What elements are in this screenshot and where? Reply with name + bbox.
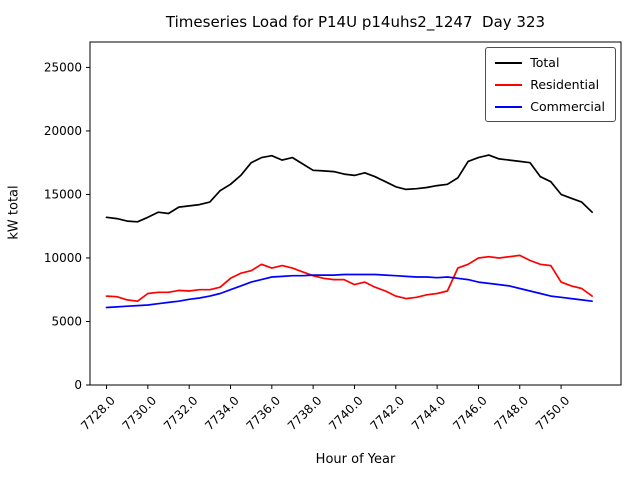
x-axis-tick-label: 7734.0: [202, 393, 242, 433]
y-axis-tick-label: 15000: [44, 187, 82, 201]
legend-line-commercial: [495, 105, 523, 108]
x-axis-label: Hour of Year: [315, 452, 396, 467]
x-axis-tick-label: 7748.0: [492, 393, 532, 433]
y-axis-label: kW total: [6, 185, 22, 240]
series-line-residential: [105, 254, 593, 303]
x-axis-tick-label: 7740.0: [326, 393, 366, 433]
x-axis-tick-label: 7732.0: [161, 393, 201, 433]
x-axis-tick-label: 7746.0: [450, 393, 490, 433]
legend-line-residential: [495, 83, 523, 86]
legend-label-commercial: Commercial: [530, 99, 605, 114]
y-axis-tick-label: 20000: [44, 124, 82, 138]
y-axis-tick-label: 10000: [44, 251, 82, 265]
series-line-total: [105, 154, 593, 223]
y-axis-tick-label: 0: [74, 378, 82, 392]
legend-item-commercial: Commercial: [495, 99, 605, 114]
legend-item-residential: Residential: [495, 77, 605, 92]
x-axis-tick-label: 7750.0: [533, 393, 573, 433]
legend-label-total: Total: [530, 55, 560, 70]
x-axis-tick-label: 7744.0: [409, 393, 449, 433]
series-line-commercial: [105, 273, 593, 309]
legend-line-total: [495, 61, 523, 64]
x-axis-tick-label: 7736.0: [244, 393, 284, 433]
y-axis-tick-label: 5000: [51, 314, 82, 328]
x-axis-tick-label: 7738.0: [285, 393, 325, 433]
legend-item-total: Total: [495, 55, 605, 70]
chart-title: Timeseries Load for P14U p14uhs2_1247 Da…: [165, 13, 546, 31]
x-axis-tick-label: 7742.0: [368, 393, 408, 433]
x-axis-tick-label: 7728.0: [78, 393, 118, 433]
y-axis-tick-label: 25000: [44, 60, 82, 74]
legend-label-residential: Residential: [530, 77, 600, 92]
x-axis-tick-label: 7730.0: [120, 393, 160, 433]
legend: Total Residential Commercial: [485, 47, 616, 122]
